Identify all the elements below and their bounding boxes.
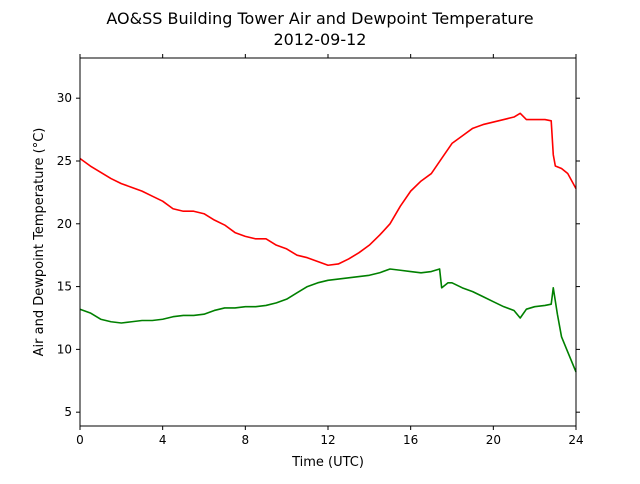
- series-line-1: [79, 112, 577, 267]
- x-tick-label: 20: [486, 433, 501, 447]
- series-line-2: [79, 268, 577, 373]
- y-tick-label: 20: [57, 217, 72, 231]
- y-tick-label: 15: [57, 280, 72, 294]
- x-tick-label: 8: [242, 433, 250, 447]
- x-tick-label: 24: [568, 433, 583, 447]
- y-tick-label: 30: [57, 91, 72, 105]
- y-tick-label: 25: [57, 154, 72, 168]
- axis-ticks: 0 4 8 12 16 20 24 5 10 15 20 25 30: [57, 54, 584, 447]
- plot-frame: [79, 57, 577, 427]
- chart-title: AO&SS Building Tower Air and Dewpoint Te…: [106, 9, 533, 28]
- y-axis-label: Air and Dewpoint Temperature (°C): [32, 128, 47, 357]
- x-tick-label: 0: [76, 433, 84, 447]
- x-tick-label: 12: [320, 433, 335, 447]
- x-tick-label: 16: [403, 433, 418, 447]
- chart-subtitle: 2012-09-12: [274, 30, 367, 49]
- x-axis-label: Time (UTC): [291, 455, 364, 470]
- plot-area: [79, 112, 577, 373]
- x-tick-label: 4: [159, 433, 167, 447]
- y-tick-label: 10: [57, 342, 72, 356]
- y-tick-label: 5: [64, 405, 72, 419]
